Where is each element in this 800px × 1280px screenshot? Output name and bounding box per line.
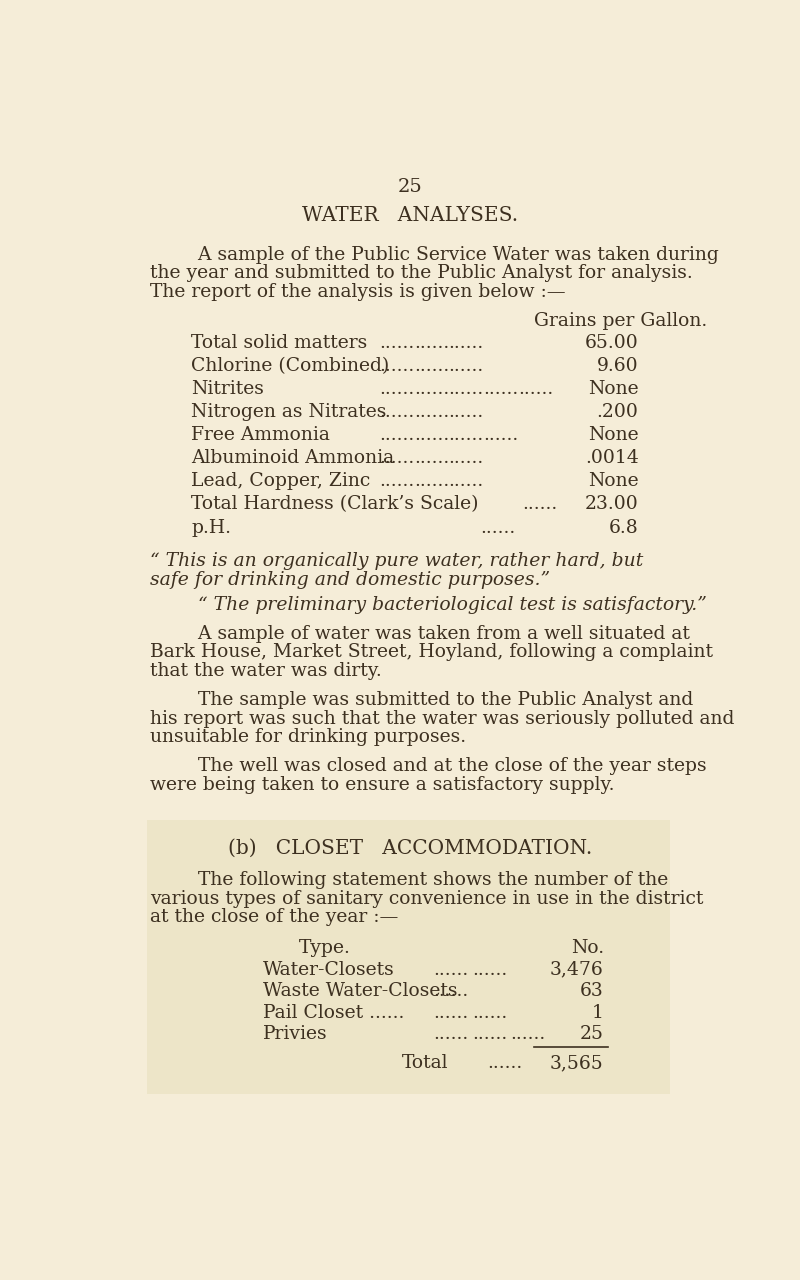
Text: 63: 63 <box>580 982 604 1000</box>
Text: WATER   ANALYSES.: WATER ANALYSES. <box>302 206 518 225</box>
Text: ......: ...... <box>434 960 469 979</box>
Text: None: None <box>588 472 638 490</box>
Text: ......: ...... <box>379 357 414 375</box>
Text: ......: ...... <box>414 403 449 421</box>
Text: No.: No. <box>570 940 604 957</box>
Text: ......: ...... <box>434 982 469 1000</box>
Text: ......: ...... <box>480 518 515 536</box>
Text: .200: .200 <box>597 403 638 421</box>
Text: Pail Closet ......: Pail Closet ...... <box>262 1004 404 1021</box>
Text: ......: ...... <box>449 403 484 421</box>
Text: 25: 25 <box>398 178 422 196</box>
Text: ......: ...... <box>414 334 449 352</box>
Text: (b)   CLOSET   ACCOMMODATION.: (b) CLOSET ACCOMMODATION. <box>228 838 592 858</box>
Text: The report of the analysis is given below :—: The report of the analysis is given belo… <box>150 283 566 301</box>
Text: A sample of the Public Service Water was taken during: A sample of the Public Service Water was… <box>150 246 719 264</box>
Text: None: None <box>588 380 638 398</box>
Text: ......: ...... <box>522 495 558 513</box>
Text: Bark House, Market Street, Hoyland, following a complaint: Bark House, Market Street, Hoyland, foll… <box>150 644 714 662</box>
Text: Total: Total <box>402 1055 449 1073</box>
Text: Type.: Type. <box>299 940 350 957</box>
Text: ......: ...... <box>449 334 484 352</box>
Text: ......: ...... <box>449 449 484 467</box>
Text: 65.00: 65.00 <box>585 334 638 352</box>
Text: ......: ...... <box>434 1004 469 1021</box>
Text: “ This is an organically pure water, rather hard, but: “ This is an organically pure water, rat… <box>150 553 644 571</box>
Text: Chlorine (Combined): Chlorine (Combined) <box>191 357 390 375</box>
Text: p.H.: p.H. <box>191 518 231 536</box>
Text: 23.00: 23.00 <box>585 495 638 513</box>
Text: ......: ...... <box>518 380 554 398</box>
Text: Albuminoid Ammonia: Albuminoid Ammonia <box>191 449 394 467</box>
Text: ......: ...... <box>414 380 449 398</box>
Text: ......: ...... <box>379 449 414 467</box>
Text: Water-Closets: Water-Closets <box>262 960 394 979</box>
Text: ......: ...... <box>434 1025 469 1043</box>
Text: ......: ...... <box>414 449 449 467</box>
Text: ......: ...... <box>449 472 484 490</box>
Text: ......: ...... <box>449 357 484 375</box>
Text: ......: ...... <box>379 472 414 490</box>
Text: ......: ...... <box>510 1025 546 1043</box>
Text: ......: ...... <box>379 403 414 421</box>
Text: ......: ...... <box>379 380 414 398</box>
Text: 9.60: 9.60 <box>597 357 638 375</box>
Text: that the water was dirty.: that the water was dirty. <box>150 662 382 680</box>
Text: ......: ...... <box>449 380 484 398</box>
Text: Lead, Copper, Zinc: Lead, Copper, Zinc <box>191 472 370 490</box>
Text: ......: ...... <box>379 334 414 352</box>
Text: A sample of water was taken from a well situated at: A sample of water was taken from a well … <box>150 625 690 643</box>
FancyBboxPatch shape <box>146 820 670 1094</box>
Text: The sample was submitted to the Public Analyst and: The sample was submitted to the Public A… <box>150 691 694 709</box>
Text: 25: 25 <box>580 1025 604 1043</box>
Text: unsuitable for drinking purposes.: unsuitable for drinking purposes. <box>150 728 466 746</box>
Text: at the close of the year :—: at the close of the year :— <box>150 909 398 927</box>
Text: Nitrogen as Nitrates: Nitrogen as Nitrates <box>191 403 387 421</box>
Text: the year and submitted to the Public Analyst for analysis.: the year and submitted to the Public Ana… <box>150 265 693 283</box>
Text: were being taken to ensure a satisfactory supply.: were being taken to ensure a satisfactor… <box>150 776 615 794</box>
Text: Total Hardness (Clark’s Scale): Total Hardness (Clark’s Scale) <box>191 495 479 513</box>
Text: Free Ammonia: Free Ammonia <box>191 426 330 444</box>
Text: The well was closed and at the close of the year steps: The well was closed and at the close of … <box>150 758 707 776</box>
Text: Grains per Gallon.: Grains per Gallon. <box>534 312 707 330</box>
Text: 3,565: 3,565 <box>550 1055 604 1073</box>
Text: ......: ...... <box>472 960 507 979</box>
Text: 3,476: 3,476 <box>550 960 604 979</box>
Text: ......: ...... <box>414 472 449 490</box>
Text: safe for drinking and domestic purposes.”: safe for drinking and domestic purposes.… <box>150 571 550 589</box>
Text: .0014: .0014 <box>585 449 638 467</box>
Text: None: None <box>588 426 638 444</box>
Text: 6.8: 6.8 <box>609 518 638 536</box>
Text: Privies: Privies <box>262 1025 327 1043</box>
Text: Nitrites: Nitrites <box>191 380 264 398</box>
Text: ......: ...... <box>484 380 519 398</box>
Text: various types of sanitary convenience in use in the district: various types of sanitary convenience in… <box>150 890 704 908</box>
Text: Total solid matters: Total solid matters <box>191 334 368 352</box>
Text: his report was such that the water was seriously polluted and: his report was such that the water was s… <box>150 709 734 727</box>
Text: ......: ...... <box>414 357 449 375</box>
Text: “ The preliminary bacteriological test is satisfactory.”: “ The preliminary bacteriological test i… <box>150 595 707 613</box>
Text: ......: ...... <box>379 426 414 444</box>
Text: ......: ...... <box>472 1025 507 1043</box>
Text: Waste Water-Closets: Waste Water-Closets <box>262 982 458 1000</box>
Text: ......: ...... <box>487 1055 522 1073</box>
Text: 1: 1 <box>592 1004 604 1021</box>
Text: ......: ...... <box>449 426 484 444</box>
Text: ......: ...... <box>414 426 449 444</box>
Text: The following statement shows the number of the: The following statement shows the number… <box>150 872 669 890</box>
Text: ......: ...... <box>484 426 519 444</box>
Text: ......: ...... <box>472 1004 507 1021</box>
